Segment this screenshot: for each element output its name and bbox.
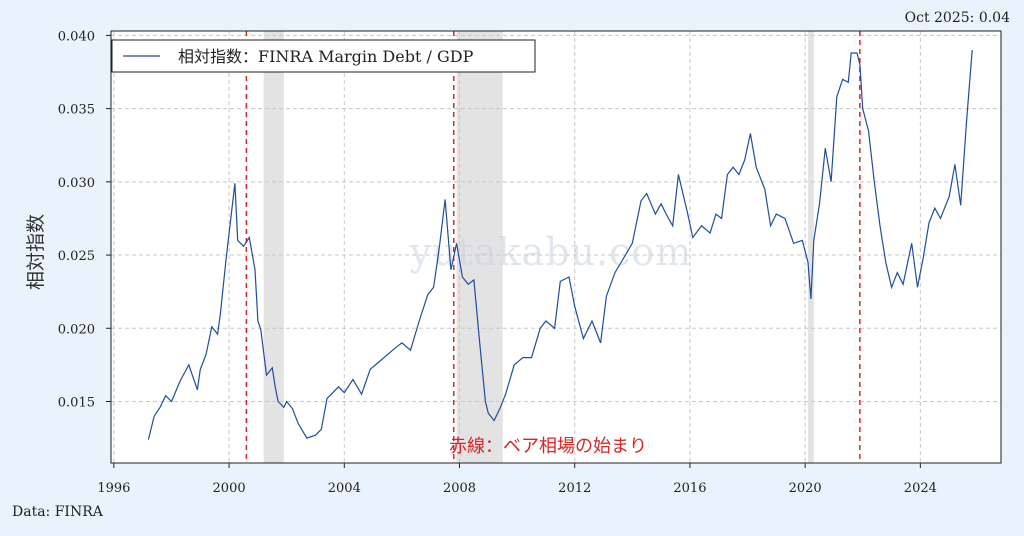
series-line xyxy=(147,49,973,440)
watermark: yutakabu.com xyxy=(409,230,693,274)
x-tick-label: 2020 xyxy=(789,481,822,496)
recession-band xyxy=(456,31,503,463)
legend: 相対指数：FINRA Margin Debt / GDP xyxy=(111,39,536,73)
x-tick-label: 2004 xyxy=(328,481,361,496)
legend-box xyxy=(111,39,536,73)
recession-bands xyxy=(263,31,814,463)
plot-frame xyxy=(110,30,1002,464)
recession-band xyxy=(808,31,814,463)
source-label: Data: FINRA xyxy=(12,504,104,520)
bear-annotation: 赤線：ベア相場の始まり xyxy=(449,436,647,457)
x-tick-label: 2000 xyxy=(213,481,246,496)
bear-market-lines xyxy=(245,31,861,463)
y-tick-label: 0.015 xyxy=(58,395,95,410)
y-tick-label: 0.030 xyxy=(58,176,95,191)
legend-label: 相対指数：FINRA Margin Debt / GDP xyxy=(178,47,474,66)
y-axis-label: 相対指数 xyxy=(25,214,47,290)
x-tick-label: 2024 xyxy=(904,481,937,496)
x-tick-label: 2012 xyxy=(558,481,591,496)
recession-band xyxy=(263,31,284,463)
y-tick-label: 0.040 xyxy=(58,29,95,44)
gridlines xyxy=(111,31,1001,463)
y-tick-label: 0.020 xyxy=(58,322,95,337)
latest-value-label: Oct 2025: 0.04 xyxy=(905,10,1010,26)
x-tick-label: 1996 xyxy=(97,481,130,496)
y-axis: 0.015 0.020 0.025 0.030 0.035 0.040 xyxy=(58,29,111,410)
plot-area xyxy=(110,30,1002,464)
x-tick-label: 2008 xyxy=(443,481,476,496)
y-tick-label: 0.025 xyxy=(58,249,95,264)
y-tick-label: 0.035 xyxy=(58,103,95,118)
x-tick-label: 2016 xyxy=(673,481,706,496)
x-axis: 1996 2000 2004 2008 2012 2016 2020 2024 xyxy=(97,463,937,496)
